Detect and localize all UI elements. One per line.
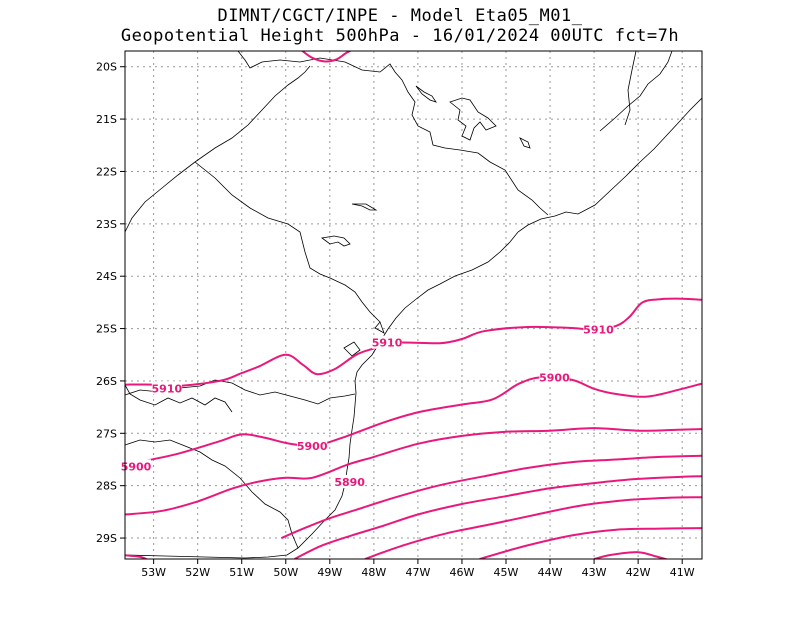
chart-title-line2: Geopotential Height 500hPa - 16/01/2024 …: [120, 26, 680, 46]
contour-label-bg: [151, 381, 182, 395]
chart-title-line1: DIMNT/CGCT/INPE - Model Eta05_M01_: [217, 6, 583, 26]
y-tick-label: 29S: [96, 532, 117, 545]
state-border-sp-mg: [237, 51, 549, 216]
reservoir-2: [415, 85, 437, 103]
contour-line-5850: [479, 527, 702, 559]
state-border-sc-rs: [125, 439, 299, 549]
contour-line-5830: [125, 554, 149, 559]
border-argentina: [125, 384, 233, 413]
x-tick-label: 49W: [317, 566, 342, 579]
x-tick-label: 44W: [538, 566, 563, 579]
contour-label-bg: [583, 322, 614, 336]
contour-label-bg: [372, 335, 403, 349]
contour-label-bg: [121, 459, 152, 473]
y-tick-label: 21S: [96, 113, 117, 126]
contour-line-5870: [294, 475, 702, 559]
contour-line-5920: [300, 51, 353, 63]
y-tick-label: 26S: [96, 375, 117, 388]
contour-label-bg: [539, 370, 570, 384]
x-tick-label: 47W: [405, 566, 430, 579]
y-tick-label: 25S: [96, 323, 117, 336]
axis-ticks: 53W 52W 51W 50W 49W 48W 47W 46W 45W 44W 43W 42W 41W 2…: [96, 61, 695, 579]
contour-line-5890: [125, 427, 702, 516]
contour-line-5840: [593, 551, 670, 559]
x-tick-label: 45W: [494, 566, 519, 579]
x-tick-label: 50W: [273, 566, 298, 579]
reservoir-5: [519, 137, 531, 149]
bay-outline-2: [374, 321, 385, 334]
contour-label-5900: 5900: [121, 460, 152, 473]
contour-line-5900: [125, 376, 702, 466]
contour-line-5880: [280, 454, 702, 540]
contour-label-bg: [297, 438, 328, 452]
y-tick-label: 28S: [96, 480, 117, 493]
bay-outline: [343, 341, 361, 357]
reservoir-3: [321, 235, 351, 247]
contour-labels: 5910 5910 5910 5900 5900 5900 5890: [121, 322, 614, 489]
plot-frame: [124, 50, 703, 560]
x-tick-label: 53W: [141, 566, 166, 579]
border-es-mg: [624, 51, 637, 126]
x-tick-label: 42W: [626, 566, 651, 579]
reservoir-1: [449, 97, 497, 141]
y-tick-label: 20S: [96, 61, 117, 74]
contour-label-5900: 5900: [297, 440, 328, 453]
x-tick-label: 52W: [185, 566, 210, 579]
contour-line-5860: [364, 496, 702, 559]
contour-line-5910: [125, 297, 702, 388]
contour-label-5900: 5900: [539, 371, 570, 384]
border-north-east: [599, 51, 673, 132]
state-border-sp-pr: [125, 65, 311, 233]
contour-label-bg: [334, 475, 365, 489]
x-tick-label: 48W: [361, 566, 386, 579]
coastline-boundaries: [125, 51, 702, 559]
y-tick-label: 22S: [96, 165, 117, 178]
y-tick-label: 23S: [96, 218, 117, 231]
x-tick-label: 46W: [450, 566, 475, 579]
contour-label-5890: 5890: [334, 476, 365, 489]
contour-label-5910: 5910: [372, 337, 403, 350]
x-tick-label: 41W: [670, 566, 695, 579]
height-contours: [125, 51, 702, 559]
gridlines: [125, 51, 702, 559]
coastline: [125, 97, 702, 559]
y-tick-label: 24S: [96, 270, 117, 283]
x-tick-label: 43W: [582, 566, 607, 579]
state-border-pr-sp-south: [194, 161, 381, 323]
y-tick-label: 27S: [96, 427, 117, 440]
reservoir-4: [351, 203, 378, 211]
x-tick-label: 51W: [229, 566, 254, 579]
contour-label-5910: 5910: [583, 324, 614, 337]
contour-label-5910: 5910: [152, 382, 183, 395]
